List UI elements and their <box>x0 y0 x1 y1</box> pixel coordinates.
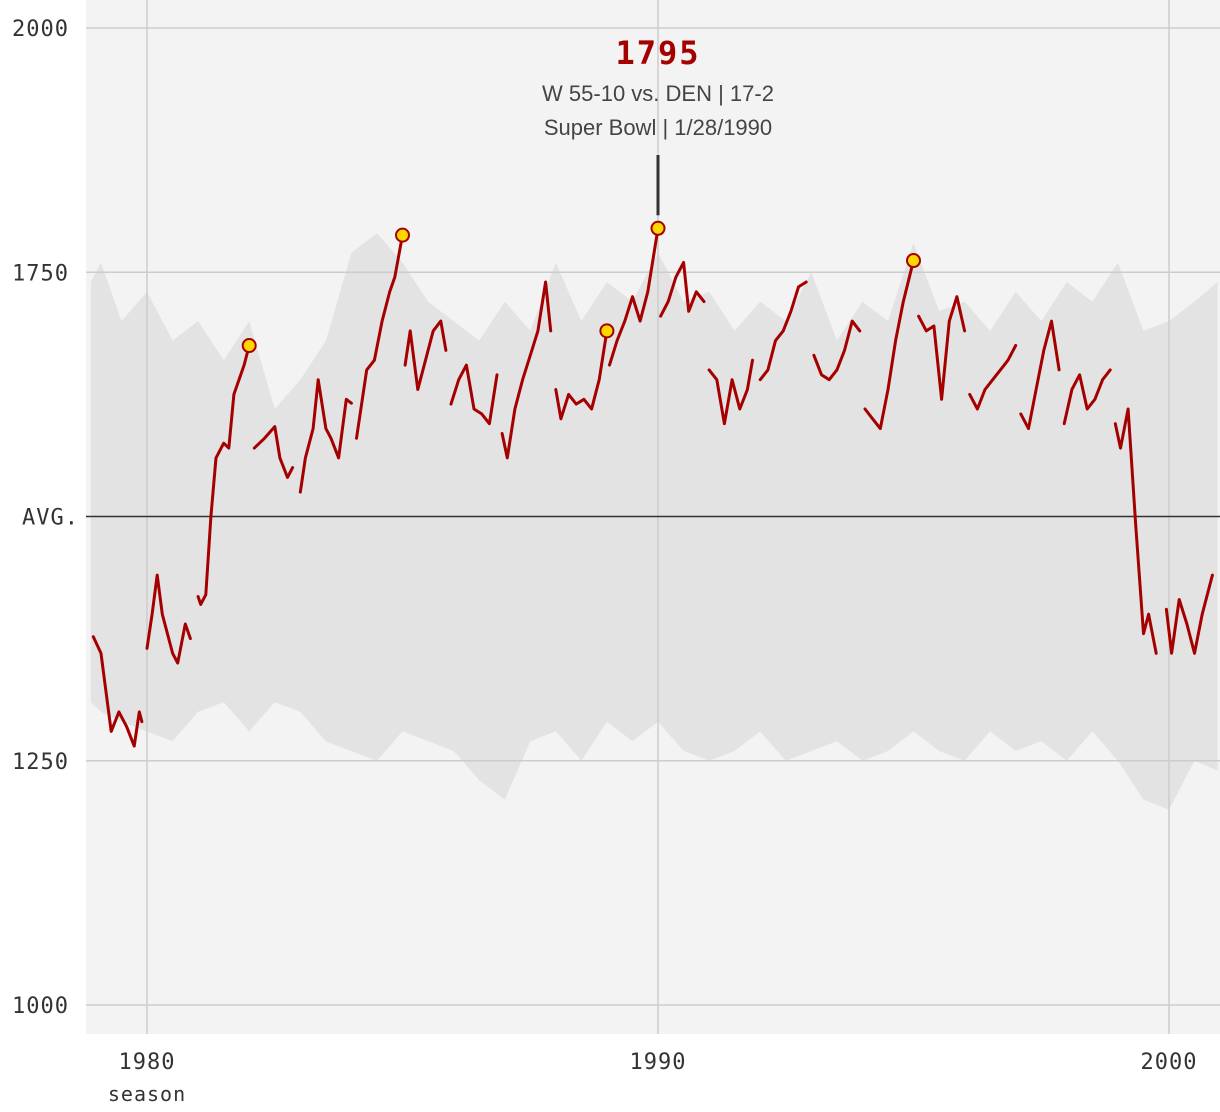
y-tick-label: 1250 <box>12 750 69 775</box>
highlight-points <box>241 220 921 354</box>
average-label: AVG. <box>22 506 79 531</box>
x-axis-label: season <box>108 1082 186 1106</box>
series-segment <box>449 363 499 426</box>
series-segment <box>1113 407 1158 655</box>
league-range-band <box>90 233 1218 810</box>
series-segment <box>298 378 353 494</box>
series-segment <box>608 226 660 367</box>
series-segment <box>1019 319 1061 431</box>
highlight-point <box>906 253 921 269</box>
series-segment <box>554 329 609 421</box>
x-tick-label: 1980 <box>119 1050 176 1075</box>
highlight-point <box>395 227 410 243</box>
y-tick-label: 2000 <box>12 17 69 42</box>
x-tick-label: 1990 <box>630 1050 687 1075</box>
series-segment <box>145 573 192 665</box>
series-segment <box>659 261 706 318</box>
team-rating-line <box>91 226 1214 748</box>
highlight-point <box>650 220 666 236</box>
x-tick-label: 2000 <box>1141 1050 1198 1075</box>
highlight-point <box>241 338 257 354</box>
y-tick-label: 1000 <box>12 994 69 1019</box>
y-gridlines <box>86 27 1220 1006</box>
series-segment <box>403 319 448 391</box>
series-segment <box>1062 368 1112 426</box>
series-segment <box>917 295 967 401</box>
series-segment <box>355 233 404 440</box>
series-segment <box>812 319 862 382</box>
annotation-value: 1795 <box>615 34 700 72</box>
series-segment <box>758 280 808 382</box>
highlight-point <box>599 323 615 339</box>
series-segment <box>252 425 295 479</box>
series-segment <box>196 344 251 606</box>
series-segment <box>1164 573 1214 655</box>
annotation-game-result: W 55-10 vs. DEN | 17-2 <box>542 81 774 106</box>
peak-annotation: 1795 W 55-10 vs. DEN | 17-2 Super Bowl |… <box>542 34 774 140</box>
y-tick-label: 1750 <box>12 261 69 286</box>
series-segment <box>91 635 144 748</box>
y-axis-ticks: 1000 1250 1750 2000 AVG. <box>12 17 79 1019</box>
series-segment <box>707 358 754 426</box>
series-segment <box>863 259 915 431</box>
annotation-game-date: Super Bowl | 1/28/1990 <box>544 115 772 140</box>
x-axis-ticks: 1980 1990 2000 <box>119 1050 1198 1075</box>
series-segment <box>500 280 553 460</box>
series-segment <box>968 344 1018 411</box>
